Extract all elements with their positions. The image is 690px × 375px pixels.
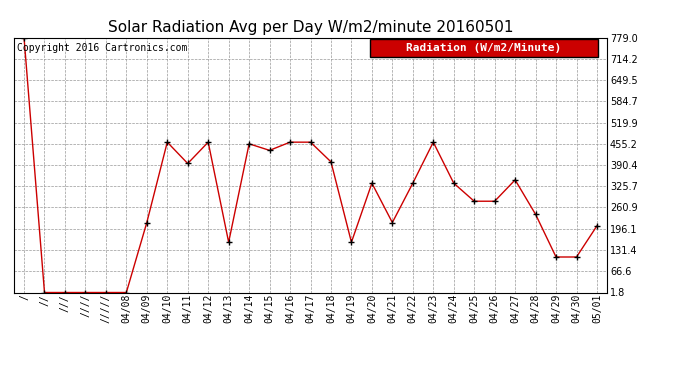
Text: Copyright 2016 Cartronics.com: Copyright 2016 Cartronics.com [17,43,187,52]
Title: Solar Radiation Avg per Day W/m2/minute 20160501: Solar Radiation Avg per Day W/m2/minute … [108,20,513,35]
Text: Radiation (W/m2/Minute): Radiation (W/m2/Minute) [406,43,562,53]
FancyBboxPatch shape [370,39,598,57]
